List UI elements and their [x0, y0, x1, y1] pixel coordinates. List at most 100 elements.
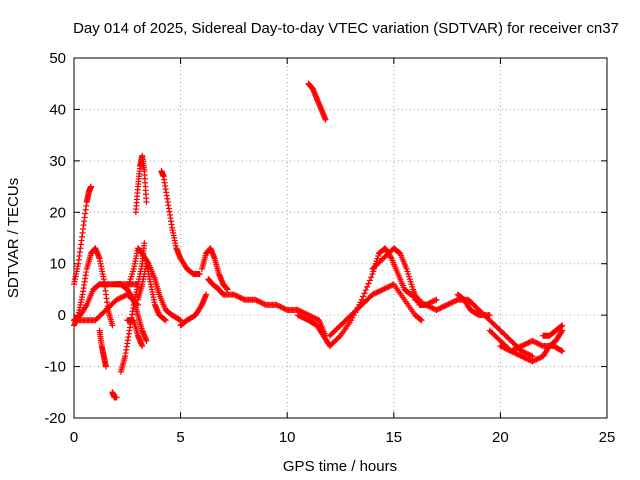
data-point — [533, 339, 540, 346]
data-point — [301, 315, 308, 322]
data-point — [524, 350, 531, 357]
data-point — [433, 296, 440, 303]
data-point — [559, 327, 566, 334]
data-point — [526, 352, 533, 358]
data-point — [433, 307, 440, 313]
data-point — [518, 353, 525, 360]
data-point — [498, 343, 505, 350]
data-point — [177, 317, 184, 324]
series-arc-15 — [198, 245, 231, 293]
data-point — [526, 357, 533, 364]
data-point — [526, 339, 533, 346]
data-point — [514, 351, 521, 358]
data-point — [374, 289, 381, 295]
data-point — [120, 293, 127, 300]
data-point — [436, 305, 443, 312]
series-arc-10 — [124, 317, 146, 349]
data-point — [502, 345, 509, 352]
data-point — [534, 340, 541, 347]
data-point — [533, 356, 540, 363]
data-point — [277, 303, 284, 310]
data-point — [252, 296, 259, 303]
data-point — [260, 300, 267, 307]
data-point — [450, 298, 457, 305]
data-point — [534, 355, 541, 362]
data-point — [432, 297, 439, 304]
data-point — [559, 348, 566, 355]
data-point — [429, 298, 436, 305]
data-point — [230, 291, 237, 298]
data-point — [336, 334, 343, 340]
data-point — [437, 305, 444, 312]
data-point — [224, 286, 231, 293]
data-point — [236, 294, 243, 301]
data-point — [300, 314, 307, 321]
data-point — [312, 315, 319, 322]
data-point — [525, 351, 532, 358]
data-point — [102, 363, 109, 370]
data-point — [446, 300, 453, 307]
y-tick-label: -10 — [44, 359, 66, 376]
series-arc-25 — [540, 322, 566, 339]
data-point — [361, 290, 368, 297]
data-point — [421, 301, 428, 308]
data-point — [532, 357, 539, 364]
data-point — [302, 316, 309, 322]
y-tick-label: 50 — [49, 50, 66, 67]
data-point — [280, 305, 287, 312]
data-layer — [71, 80, 566, 401]
data-point — [310, 314, 317, 321]
series-arc-22 — [454, 291, 493, 319]
y-tick-label: 40 — [49, 101, 66, 118]
data-point — [558, 328, 565, 335]
data-point — [301, 310, 308, 317]
data-point — [386, 283, 393, 290]
chart-title: Day 014 of 2025, Sidereal Day-to-day VTE… — [73, 20, 619, 37]
series-arc-11 — [132, 152, 150, 216]
data-point — [442, 302, 449, 309]
data-point — [113, 296, 120, 303]
series-arc-18 — [326, 281, 425, 339]
data-point — [517, 343, 524, 350]
data-point — [430, 305, 437, 312]
tick-layer: 0 5 10 15 20 25 -20 -10 0 10 20 30 40 50 — [44, 50, 615, 446]
data-point — [385, 283, 392, 290]
data-point — [524, 340, 531, 347]
data-point — [376, 288, 383, 295]
data-point — [122, 292, 129, 299]
data-point — [425, 303, 432, 310]
data-point — [377, 287, 384, 294]
data-point — [559, 322, 566, 329]
data-point — [441, 303, 448, 310]
data-point — [82, 303, 89, 310]
data-point — [538, 342, 545, 349]
data-point — [434, 306, 441, 313]
data-point — [522, 355, 529, 362]
data-point — [388, 282, 395, 289]
data-point — [387, 254, 394, 261]
data-point — [161, 316, 168, 323]
data-point — [256, 298, 263, 305]
x-tick-label: 15 — [385, 429, 402, 446]
data-point — [448, 299, 455, 306]
data-point — [378, 287, 385, 294]
data-point — [444, 301, 451, 308]
data-point — [294, 312, 301, 319]
data-point — [417, 299, 424, 306]
data-point — [109, 322, 116, 329]
data-point — [176, 316, 183, 323]
data-point — [369, 291, 376, 298]
data-point — [445, 301, 452, 308]
data-point — [381, 285, 388, 292]
data-point — [360, 293, 367, 300]
series-arc-13 — [158, 168, 203, 277]
data-point — [452, 298, 459, 304]
data-point — [362, 287, 369, 294]
y-tick-label: 20 — [49, 204, 66, 221]
data-point — [529, 358, 536, 365]
data-point — [302, 310, 309, 317]
data-point — [521, 354, 528, 361]
data-point — [438, 304, 445, 311]
data-point — [510, 346, 517, 353]
